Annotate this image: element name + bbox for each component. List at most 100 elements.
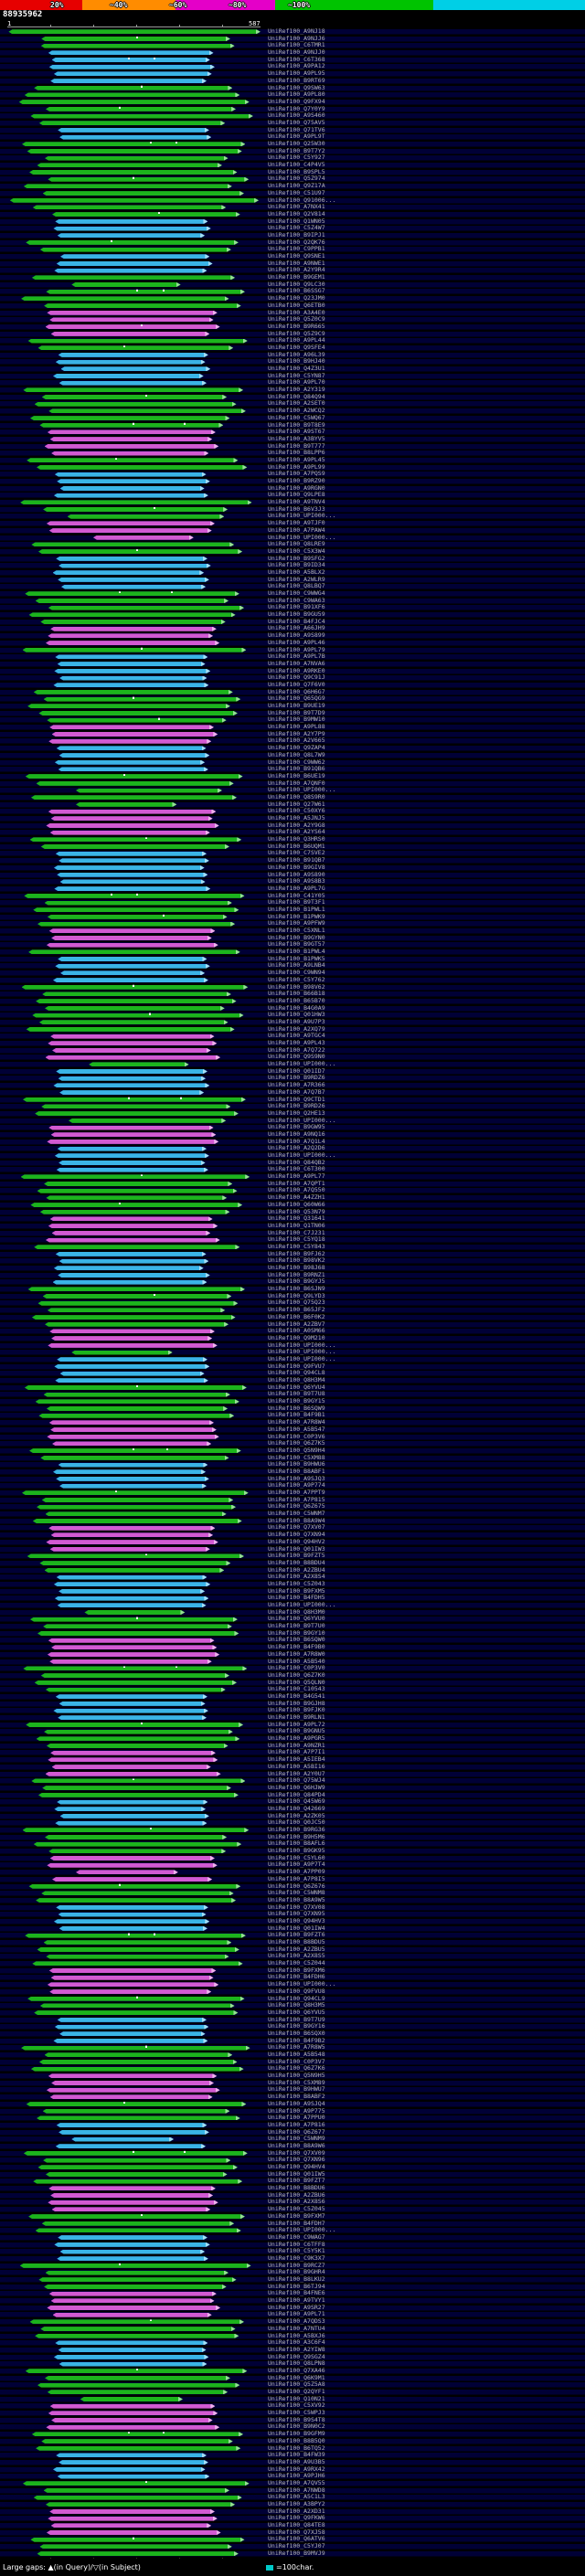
hit-row[interactable]: UniRef100_A9S8B3 bbox=[0, 877, 585, 885]
hit-row[interactable]: UniRef100_UPI000... bbox=[0, 1341, 585, 1350]
hit-bar[interactable] bbox=[30, 416, 229, 420]
hit-bar[interactable] bbox=[51, 2418, 212, 2422]
hit-label[interactable]: UniRef100_A9RGN0 bbox=[268, 483, 325, 492]
hit-bar[interactable] bbox=[76, 802, 176, 807]
hit-label[interactable]: UniRef100_A9PL43 bbox=[268, 1039, 325, 1046]
hit-row[interactable]: UniRef100_A9PL70 bbox=[0, 379, 585, 387]
hit-bar[interactable] bbox=[58, 1273, 210, 1277]
hit-row[interactable]: UniRef100_A5B548 bbox=[0, 2051, 585, 2059]
hit-label[interactable]: UniRef100_A9RKE0 bbox=[268, 666, 325, 674]
hit-bar[interactable] bbox=[48, 810, 217, 814]
hit-label[interactable]: UniRef100_B9RDZ6 bbox=[268, 1074, 325, 1082]
hit-label[interactable]: UniRef100_C9PPB1 bbox=[268, 245, 325, 253]
hit-bar[interactable] bbox=[68, 514, 225, 519]
hit-row[interactable]: UniRef100_A9TNV4 bbox=[0, 498, 585, 506]
hit-label[interactable]: UniRef100_B9ID34 bbox=[268, 561, 325, 569]
hit-label[interactable]: UniRef100_B9GYJ5 bbox=[268, 1277, 325, 1286]
hit-bar[interactable] bbox=[27, 458, 238, 462]
hit-row[interactable]: UniRef100_Q94CL8 bbox=[0, 1370, 585, 1377]
hit-row[interactable]: UniRef100_B9SPL5 bbox=[0, 168, 585, 176]
hit-label[interactable]: UniRef100_A9P775 bbox=[268, 2106, 325, 2115]
hit-row[interactable]: UniRef100_B4F9B0 bbox=[0, 1643, 585, 1651]
hit-label[interactable]: UniRef100_A2Y319 bbox=[268, 386, 325, 394]
hit-row[interactable]: UniRef100_C9WAG7 bbox=[0, 2233, 585, 2242]
hit-label[interactable]: UniRef100_C0P3V6 bbox=[268, 1432, 325, 1440]
hit-label[interactable]: UniRef100_B6F0K2 bbox=[268, 1312, 325, 1320]
hit-label[interactable]: UniRef100_A9TNV4 bbox=[268, 498, 325, 506]
hit-bar[interactable] bbox=[46, 641, 219, 645]
hit-row[interactable]: UniRef100_Q9S9N0 bbox=[0, 1054, 585, 1062]
hit-bar[interactable] bbox=[49, 2292, 217, 2296]
hit-label[interactable]: UniRef100_B6SQW0 bbox=[268, 1636, 325, 1644]
hit-row[interactable]: UniRef100_Q7F6V0 bbox=[0, 681, 585, 689]
hit-row[interactable]: UniRef100_A3A4E0 bbox=[0, 309, 585, 317]
hit-label[interactable]: UniRef100_C5Y5K1 bbox=[268, 2247, 325, 2255]
hit-bar[interactable] bbox=[37, 465, 247, 470]
hit-row[interactable]: UniRef100_C9WWG4 bbox=[0, 589, 585, 598]
hit-label[interactable]: UniRef100_B9FXM7 bbox=[268, 2211, 325, 2220]
hit-bar[interactable] bbox=[25, 1934, 246, 1938]
hit-row[interactable]: UniRef100_Q9Z17A bbox=[0, 182, 585, 190]
hit-row[interactable]: UniRef100_A9PA12 bbox=[0, 63, 585, 71]
hit-row[interactable]: UniRef100_UPI000... bbox=[0, 1151, 585, 1160]
hit-bar[interactable] bbox=[45, 2052, 233, 2057]
hit-row[interactable]: UniRef100_Q7XA46 bbox=[0, 2367, 585, 2375]
hit-row[interactable]: UniRef100_A9S890 bbox=[0, 871, 585, 879]
hit-bar[interactable] bbox=[29, 1448, 241, 1453]
hit-label[interactable]: UniRef100_A7Q722 bbox=[268, 1045, 325, 1054]
hit-label[interactable]: UniRef100_B6SQW9 bbox=[268, 1404, 325, 1412]
hit-row[interactable]: UniRef100_B6SSG7 bbox=[0, 288, 585, 296]
hit-row[interactable]: UniRef100_A5JNJ5 bbox=[0, 814, 585, 822]
hit-row[interactable]: UniRef100_B6UQM1 bbox=[0, 843, 585, 851]
hit-bar[interactable] bbox=[36, 1898, 236, 1903]
hit-row[interactable]: UniRef100_A9RGN0 bbox=[0, 483, 585, 493]
hit-row[interactable]: UniRef100_A2ZBU6 bbox=[0, 2191, 585, 2200]
hit-label[interactable]: UniRef100_UPI000... bbox=[268, 1354, 336, 1362]
hit-row[interactable]: UniRef100_C6TMR1 bbox=[0, 42, 585, 50]
hit-bar[interactable] bbox=[30, 2319, 245, 2324]
hit-bar[interactable] bbox=[55, 219, 207, 224]
hit-label[interactable]: UniRef100_B4FNE6 bbox=[268, 2289, 325, 2297]
hit-label[interactable]: UniRef100_Q9LPE8 bbox=[268, 491, 325, 499]
hit-row[interactable]: UniRef100_A7Q1L4 bbox=[0, 1138, 585, 1146]
hit-row[interactable]: UniRef100_Q6YVU0 bbox=[0, 1616, 585, 1624]
hit-label[interactable]: UniRef100_C5Y843 bbox=[268, 1242, 325, 1250]
hit-row[interactable]: UniRef100_A9PJH6 bbox=[0, 2473, 585, 2480]
hit-label[interactable]: UniRef100_A9NQ16 bbox=[268, 1129, 325, 1138]
hit-label[interactable]: UniRef100_A9TGC4 bbox=[268, 1032, 325, 1040]
hit-bar[interactable] bbox=[41, 44, 235, 48]
hit-label[interactable]: UniRef100_A9PL46 bbox=[268, 638, 325, 646]
hit-label[interactable]: UniRef100_A2ZK05 bbox=[268, 1811, 325, 1819]
hit-bar[interactable] bbox=[69, 1118, 226, 1123]
hit-row[interactable]: UniRef100_B1PWK5 bbox=[0, 955, 585, 963]
hit-row[interactable]: UniRef100_A9TVY1 bbox=[0, 2296, 585, 2305]
hit-row[interactable]: UniRef100_Q5Z9C9 bbox=[0, 330, 585, 338]
hit-bar[interactable] bbox=[50, 437, 212, 441]
hit-bar[interactable] bbox=[40, 2003, 235, 2008]
hit-row[interactable]: UniRef100_Q8H3M5 bbox=[0, 2001, 585, 2009]
hit-row[interactable]: UniRef100_Q6Z676 bbox=[0, 1882, 585, 1891]
hit-row[interactable]: UniRef100_A9TGC4 bbox=[0, 1033, 585, 1040]
hit-label[interactable]: UniRef100_B9T3F1 bbox=[268, 898, 325, 906]
hit-bar[interactable] bbox=[22, 1490, 249, 1495]
hit-row[interactable]: UniRef100_B4FDH5 bbox=[0, 1595, 585, 1602]
hit-bar[interactable] bbox=[53, 2039, 207, 2043]
hit-row[interactable]: UniRef100_Q7Y0Y9 bbox=[0, 105, 585, 113]
hit-row[interactable]: UniRef100_Q01ID7 bbox=[0, 1067, 585, 1076]
hit-row[interactable]: UniRef100_B9GY10 bbox=[0, 1629, 585, 1638]
hit-label[interactable]: UniRef100_C5WQ67 bbox=[268, 413, 325, 421]
hit-label[interactable]: UniRef100_A5B540 bbox=[268, 1657, 325, 1665]
hit-row[interactable]: UniRef100_B9T7U8 bbox=[0, 1391, 585, 1399]
hit-label[interactable]: UniRef100_Q9M210 bbox=[268, 1333, 325, 1341]
hit-row[interactable]: UniRef100_Q9FKW6 bbox=[0, 2515, 585, 2523]
hit-row[interactable]: UniRef100_B65JF2 bbox=[0, 1306, 585, 1314]
hit-bar[interactable] bbox=[48, 1126, 213, 1130]
hit-label[interactable]: UniRef100_C0P3V7 bbox=[268, 2057, 325, 2065]
hit-row[interactable]: UniRef100_Q01IW4 bbox=[0, 1924, 585, 1933]
hit-bar[interactable] bbox=[50, 627, 217, 631]
hit-row[interactable]: UniRef100_Q7XN96 bbox=[0, 2157, 585, 2164]
hit-bar[interactable] bbox=[42, 395, 227, 399]
hit-label[interactable]: UniRef100_Q94HV4 bbox=[268, 2163, 325, 2170]
hit-bar[interactable] bbox=[55, 964, 209, 969]
hit-label[interactable]: UniRef100_C6T300 bbox=[268, 1165, 325, 1173]
